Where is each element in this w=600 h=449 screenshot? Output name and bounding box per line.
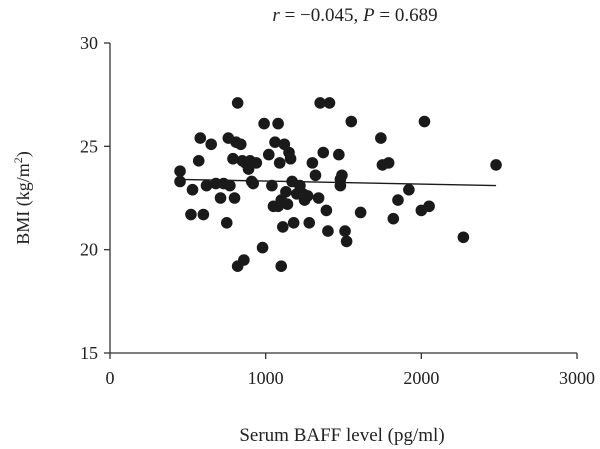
data-point <box>238 254 250 266</box>
x-tick-label: 2000 <box>403 368 439 388</box>
data-point <box>256 241 269 254</box>
data-point <box>375 132 387 144</box>
data-point <box>317 146 330 159</box>
x-axis-label: Serum BAFF level (pg/ml) <box>239 425 444 446</box>
data-point <box>174 175 186 188</box>
data-point <box>266 179 278 192</box>
data-point <box>284 152 297 165</box>
data-point <box>392 194 404 206</box>
data-point <box>309 169 322 182</box>
tick-group: 15 20 25 30 0 1000 2000 3000 <box>80 33 595 388</box>
data-point <box>275 260 288 273</box>
data-point <box>333 148 345 161</box>
data-point <box>186 183 199 196</box>
points-group <box>174 97 502 273</box>
y-axis-label: BMI (kg/m2) <box>11 151 34 245</box>
x-tick-label: 3000 <box>559 368 595 388</box>
axes <box>109 43 577 354</box>
data-point <box>281 198 294 210</box>
data-point <box>339 225 351 237</box>
data-point <box>287 217 300 229</box>
data-point <box>250 157 263 169</box>
data-point <box>382 157 395 169</box>
data-point <box>214 192 227 204</box>
x-tick-label: 1000 <box>248 368 284 388</box>
title-r-symbol: r <box>272 5 280 26</box>
y-tick-label: 25 <box>80 136 98 156</box>
data-point <box>403 183 415 196</box>
y-axis-label-suffix: ) <box>13 151 34 157</box>
data-point <box>224 179 236 192</box>
data-point <box>234 138 247 151</box>
data-point <box>273 157 286 169</box>
data-point <box>306 157 319 169</box>
data-point <box>174 165 186 177</box>
data-point <box>200 179 213 192</box>
data-point <box>457 231 470 244</box>
data-point <box>220 217 233 229</box>
data-point <box>418 115 431 128</box>
data-point <box>231 97 244 109</box>
data-point <box>314 97 326 109</box>
data-point <box>269 136 281 148</box>
chart-title: r = −0.045, P = 0.689 <box>272 5 437 26</box>
data-point <box>205 138 217 151</box>
data-point <box>322 225 334 237</box>
data-point <box>258 117 270 130</box>
data-point <box>320 204 333 217</box>
y-axis-label-superscript: 2 <box>11 157 25 163</box>
data-point <box>334 179 347 192</box>
data-point <box>192 155 205 167</box>
y-axis-label-prefix: BMI (kg/m <box>13 163 34 245</box>
title-p-value: = 0.689 <box>375 5 438 26</box>
data-point <box>276 221 289 233</box>
data-point <box>340 235 353 248</box>
data-point <box>262 148 275 161</box>
data-point <box>301 190 314 202</box>
data-point <box>272 117 284 130</box>
data-point <box>490 159 502 171</box>
y-tick-label: 15 <box>80 343 98 363</box>
data-point <box>194 132 207 144</box>
data-point <box>228 192 241 204</box>
data-point <box>247 177 260 190</box>
data-point <box>280 186 292 198</box>
data-point <box>423 200 435 213</box>
data-point <box>336 169 348 182</box>
y-tick-label: 20 <box>80 240 98 260</box>
data-point <box>354 206 367 219</box>
title-p-symbol: P <box>362 5 375 26</box>
title-r-value: = −0.045, <box>280 5 363 26</box>
data-point <box>185 208 197 221</box>
data-point <box>312 192 325 204</box>
data-point <box>197 208 210 221</box>
x-tick-label: 0 <box>106 368 115 388</box>
data-point <box>387 212 400 225</box>
data-point <box>323 97 336 109</box>
data-point <box>303 217 316 229</box>
data-point <box>345 115 358 128</box>
data-point <box>227 152 239 165</box>
y-tick-label: 30 <box>80 33 98 53</box>
